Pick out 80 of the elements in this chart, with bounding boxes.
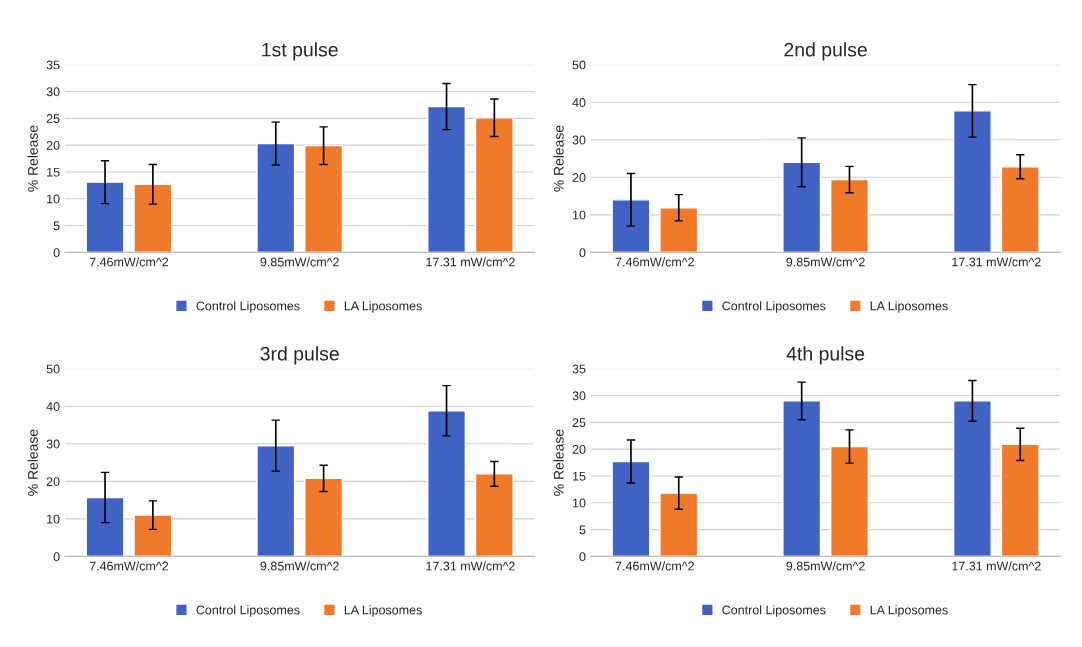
bar bbox=[427, 410, 467, 557]
y-tick-label: 30 bbox=[46, 87, 60, 97]
x-tick-label: 17.31 mW/cm^2 bbox=[426, 561, 515, 571]
x-tick-label: 17.31 mW/cm^2 bbox=[952, 257, 1041, 267]
y-axis-title: % Release bbox=[27, 125, 38, 192]
bar bbox=[830, 178, 869, 253]
x-tick-label: 17.31 mW/cm^2 bbox=[952, 561, 1041, 571]
bar bbox=[133, 183, 173, 253]
legend-label: LA Liposomes bbox=[344, 605, 422, 617]
y-tick-label: 25 bbox=[46, 114, 60, 123]
bar bbox=[85, 181, 125, 253]
bar bbox=[1000, 443, 1040, 557]
bar bbox=[474, 473, 514, 557]
y-tick-label: 30 bbox=[572, 135, 586, 145]
y-axis-title: % Release bbox=[553, 125, 564, 192]
legend-label: LA Liposomes bbox=[870, 301, 948, 313]
y-tick-label: 40 bbox=[46, 402, 60, 411]
legend-label: Control Liposomes bbox=[196, 605, 300, 617]
y-tick-label: 0 bbox=[579, 552, 586, 562]
y-tick-label: 30 bbox=[46, 439, 60, 449]
y-tick-label: 30 bbox=[572, 391, 586, 401]
bar bbox=[952, 400, 992, 557]
bar bbox=[659, 492, 699, 557]
y-tick-label: 15 bbox=[573, 471, 586, 481]
y-tick-label: 10 bbox=[47, 514, 60, 524]
y-tick-label: 40 bbox=[572, 98, 586, 107]
bar bbox=[1000, 166, 1040, 253]
legend-label: LA Liposomes bbox=[870, 605, 948, 617]
y-tick-label: 50 bbox=[572, 60, 586, 70]
y-tick-label: 20 bbox=[46, 477, 60, 486]
bar bbox=[782, 161, 822, 253]
x-tick-label: 7.46mW/cm^2 bbox=[615, 561, 694, 571]
y-tick-label: 10 bbox=[573, 210, 586, 220]
bar bbox=[952, 110, 992, 253]
legend-label: Control Liposomes bbox=[722, 605, 826, 617]
bar bbox=[304, 144, 344, 253]
y-tick-label: 5 bbox=[579, 525, 586, 535]
y-tick-label: 35 bbox=[572, 364, 586, 374]
bar bbox=[256, 444, 296, 557]
y-tick-label: 10 bbox=[573, 498, 586, 508]
bar bbox=[133, 514, 173, 557]
x-tick-label: 9.85mW/cm^2 bbox=[260, 257, 339, 267]
bar bbox=[427, 105, 467, 253]
bar bbox=[830, 445, 869, 557]
x-tick-label: 9.85mW/cm^2 bbox=[786, 257, 865, 267]
legend-label: LA Liposomes bbox=[344, 301, 422, 313]
y-tick-label: 0 bbox=[53, 552, 60, 562]
y-axis-title: % Release bbox=[27, 429, 38, 496]
chart-title: 1st pulse bbox=[262, 42, 338, 61]
bar bbox=[474, 117, 514, 253]
y-tick-label: 50 bbox=[46, 364, 60, 374]
x-tick-label: 7.46mW/cm^2 bbox=[615, 257, 694, 267]
bar bbox=[304, 477, 344, 557]
x-tick-label: 9.85mW/cm^2 bbox=[260, 561, 339, 571]
bar bbox=[611, 460, 651, 557]
chart-title: 4th pulse bbox=[786, 346, 865, 365]
legend-label: Control Liposomes bbox=[196, 301, 300, 313]
bar bbox=[85, 496, 125, 557]
chart-title: 2nd pulse bbox=[784, 42, 867, 61]
x-tick-label: 17.31 mW/cm^2 bbox=[426, 257, 515, 267]
y-tick-label: 35 bbox=[46, 60, 60, 70]
y-tick-label: 15 bbox=[47, 167, 60, 177]
y-tick-label: 10 bbox=[47, 194, 60, 204]
bar bbox=[256, 142, 296, 253]
y-tick-label: 20 bbox=[572, 444, 586, 454]
y-tick-label: 20 bbox=[572, 173, 586, 182]
x-tick-label: 7.46mW/cm^2 bbox=[89, 561, 169, 571]
x-tick-label: 9.85mW/cm^2 bbox=[786, 561, 865, 571]
legend-label: Control Liposomes bbox=[722, 301, 826, 313]
y-tick-label: 5 bbox=[53, 221, 60, 231]
y-tick-label: 0 bbox=[579, 248, 586, 258]
bar bbox=[611, 199, 651, 253]
bar bbox=[782, 400, 822, 557]
y-axis-title: % Release bbox=[553, 429, 564, 496]
y-tick-label: 20 bbox=[46, 140, 60, 150]
y-tick-label: 25 bbox=[572, 418, 586, 428]
y-tick-label: 0 bbox=[53, 248, 60, 258]
bar bbox=[659, 207, 699, 253]
x-tick-label: 7.46mW/cm^2 bbox=[89, 257, 169, 267]
chart-title: 3rd pulse bbox=[260, 346, 339, 365]
